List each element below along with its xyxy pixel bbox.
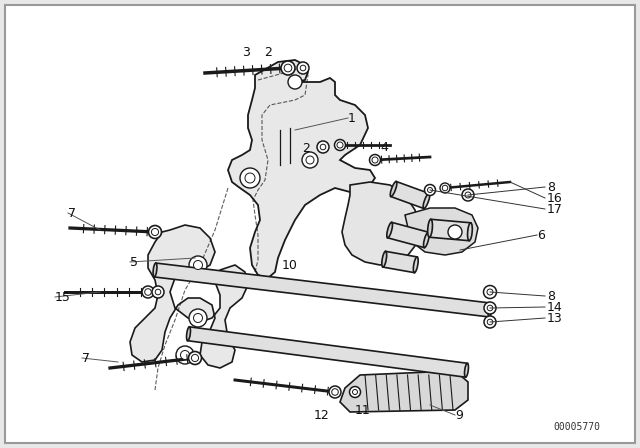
Text: 11: 11	[355, 404, 371, 417]
Circle shape	[284, 64, 292, 72]
Circle shape	[337, 142, 343, 148]
Text: 12: 12	[314, 409, 330, 422]
Polygon shape	[391, 181, 429, 208]
Ellipse shape	[423, 194, 430, 208]
Circle shape	[372, 157, 378, 163]
Circle shape	[349, 387, 360, 397]
Text: 2: 2	[264, 46, 272, 59]
Text: 1: 1	[348, 112, 356, 125]
Circle shape	[281, 61, 295, 75]
Circle shape	[193, 260, 202, 270]
Circle shape	[332, 389, 339, 395]
Ellipse shape	[390, 181, 397, 197]
Circle shape	[424, 185, 435, 195]
Circle shape	[245, 173, 255, 183]
Circle shape	[302, 152, 318, 168]
Circle shape	[487, 305, 493, 311]
Circle shape	[483, 285, 497, 298]
Ellipse shape	[465, 363, 468, 377]
Text: 9: 9	[455, 409, 463, 422]
Polygon shape	[383, 251, 417, 273]
Circle shape	[484, 302, 496, 314]
FancyBboxPatch shape	[5, 5, 635, 443]
Circle shape	[335, 139, 346, 151]
Polygon shape	[342, 182, 420, 265]
Circle shape	[462, 189, 474, 201]
Text: 6: 6	[537, 228, 545, 241]
Text: 4: 4	[380, 141, 388, 154]
Text: 14: 14	[547, 301, 563, 314]
Text: 5: 5	[130, 255, 138, 268]
Circle shape	[193, 314, 202, 323]
Polygon shape	[429, 219, 470, 241]
Text: 8: 8	[547, 181, 555, 194]
Circle shape	[448, 225, 462, 239]
Ellipse shape	[387, 222, 392, 238]
Ellipse shape	[424, 232, 429, 248]
Circle shape	[487, 319, 493, 325]
Circle shape	[487, 289, 493, 295]
Circle shape	[288, 75, 302, 89]
Text: 15: 15	[55, 290, 71, 303]
Ellipse shape	[428, 219, 433, 237]
Polygon shape	[405, 208, 478, 255]
Circle shape	[189, 256, 207, 274]
Polygon shape	[154, 263, 491, 317]
Text: 00005770: 00005770	[553, 422, 600, 432]
Text: 13: 13	[547, 311, 563, 324]
Polygon shape	[228, 60, 375, 278]
Text: 7: 7	[68, 207, 76, 220]
Circle shape	[145, 289, 151, 295]
Circle shape	[191, 354, 198, 362]
Ellipse shape	[186, 327, 191, 341]
Polygon shape	[130, 225, 248, 368]
Polygon shape	[340, 372, 468, 412]
Circle shape	[189, 352, 202, 365]
Circle shape	[353, 389, 358, 395]
Circle shape	[428, 188, 433, 193]
Circle shape	[440, 183, 450, 193]
Circle shape	[320, 144, 326, 150]
Circle shape	[142, 286, 154, 298]
Text: 16: 16	[547, 191, 563, 204]
Circle shape	[300, 65, 306, 71]
Polygon shape	[388, 222, 428, 248]
Circle shape	[189, 309, 207, 327]
Circle shape	[152, 228, 159, 236]
Circle shape	[240, 168, 260, 188]
Circle shape	[155, 289, 161, 295]
Circle shape	[329, 386, 341, 398]
Circle shape	[484, 316, 496, 328]
Text: 8: 8	[547, 289, 555, 302]
Circle shape	[442, 185, 448, 191]
Ellipse shape	[382, 251, 387, 267]
Circle shape	[306, 156, 314, 164]
Text: 7: 7	[82, 352, 90, 365]
Circle shape	[148, 225, 161, 238]
Circle shape	[465, 192, 471, 198]
Text: 2: 2	[302, 142, 310, 155]
Circle shape	[180, 350, 189, 359]
Text: 17: 17	[547, 202, 563, 215]
Circle shape	[317, 141, 329, 153]
Circle shape	[152, 286, 164, 298]
Ellipse shape	[413, 257, 418, 273]
Text: 3: 3	[242, 46, 250, 59]
Circle shape	[297, 62, 309, 74]
Ellipse shape	[488, 303, 492, 317]
Circle shape	[176, 346, 194, 364]
Circle shape	[369, 155, 381, 165]
Ellipse shape	[468, 223, 472, 241]
Polygon shape	[188, 327, 467, 377]
Ellipse shape	[153, 263, 157, 277]
Text: 10: 10	[282, 258, 298, 271]
